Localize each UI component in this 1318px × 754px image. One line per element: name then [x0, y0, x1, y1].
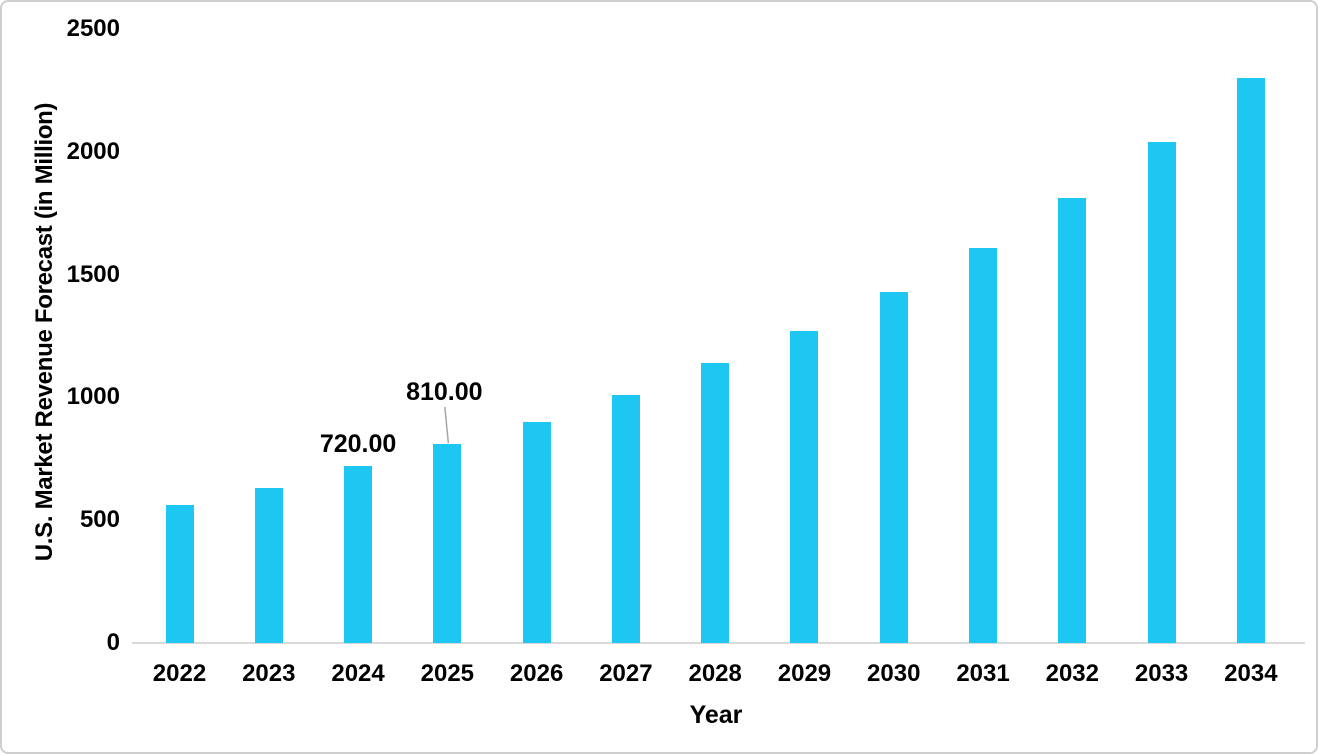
y-tick-label-1000: 1000: [66, 383, 120, 411]
bar-2032: [1058, 198, 1087, 643]
x-tick-label-2029: 2029: [777, 660, 832, 687]
x-tick-label-2027: 2027: [599, 660, 653, 687]
bar-2028: [701, 363, 730, 643]
x-tick-label-2033: 2033: [1134, 660, 1189, 687]
leader-line-2025: [444, 406, 450, 444]
bar-2031: [969, 247, 998, 643]
x-tick-label-2025: 2025: [420, 660, 475, 687]
y-tick-label-500: 500: [79, 506, 120, 534]
x-axis-title: Year: [689, 701, 743, 729]
x-tick-label-2030: 2030: [867, 660, 921, 687]
x-tick-label-2026: 2026: [509, 660, 564, 687]
bar-2029: [790, 331, 819, 643]
x-tick-label-2024: 2024: [331, 660, 385, 687]
data-label-2025: 810.00: [406, 378, 483, 407]
bar-2026: [522, 421, 551, 643]
x-tick-label-2028: 2028: [688, 660, 742, 687]
y-axis-title: U.S. Market Revenue Forecast (in Million…: [31, 102, 58, 562]
x-tick-label-2022: 2022: [152, 660, 207, 687]
bar-2034: [1236, 78, 1265, 643]
x-axis-line: [132, 642, 1305, 644]
data-label-2024: 720.00: [319, 430, 397, 459]
x-tick-label-2034: 2034: [1224, 660, 1278, 687]
bar-2024: [344, 466, 373, 643]
y-tick-label-2500: 2500: [66, 15, 120, 42]
x-tick-label-2023: 2023: [242, 660, 296, 687]
y-tick-label-1500: 1500: [66, 260, 120, 288]
bar-2023: [254, 488, 283, 643]
bar-2027: [611, 394, 640, 643]
x-tick-label-2031: 2031: [956, 660, 1010, 687]
y-tick-label-0: 0: [106, 629, 120, 656]
bar-2025: [433, 444, 462, 643]
bar-2033: [1147, 141, 1176, 643]
y-tick-label-2000: 2000: [66, 137, 120, 165]
x-tick-label-2032: 2032: [1045, 660, 1099, 687]
bar-2030: [879, 291, 908, 643]
bar-2022: [165, 505, 194, 643]
